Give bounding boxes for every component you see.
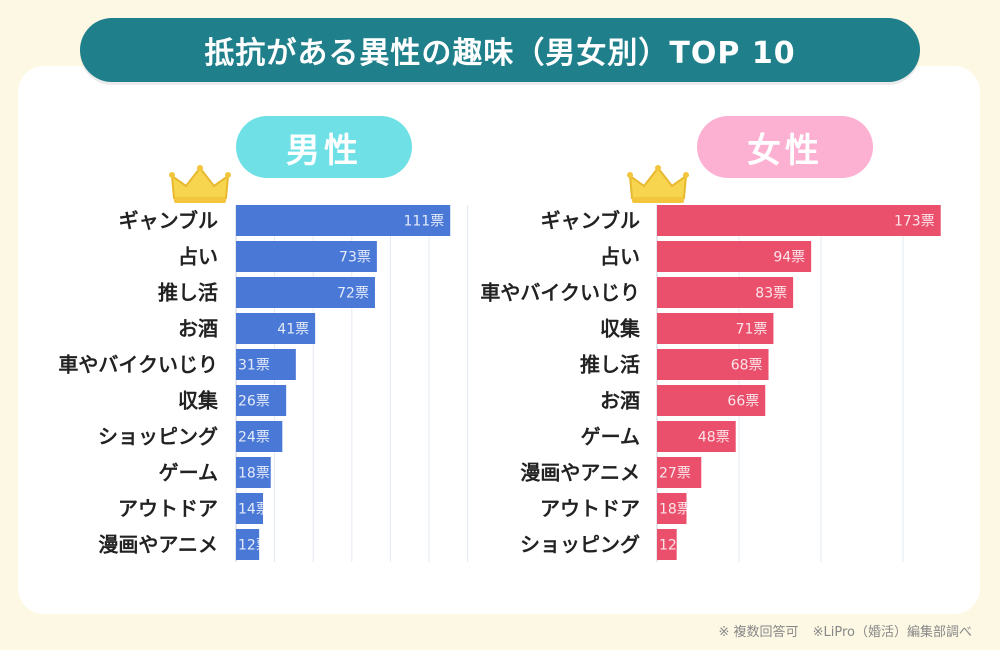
male-category-label: 占い [178, 245, 218, 269]
female-bar [657, 493, 687, 524]
male-bar [236, 277, 375, 308]
male-value-label: 24票 [238, 430, 270, 446]
female-bar [657, 385, 766, 416]
male-value-label: 41票 [277, 322, 309, 338]
female-bar [657, 205, 941, 236]
male-value-label: 12票 [238, 538, 270, 554]
female-value-label: 173票 [894, 214, 935, 230]
female-category-label: ショッピング [520, 533, 640, 557]
male-value-label: 18票 [238, 466, 270, 482]
female-value-label: 94票 [773, 250, 805, 266]
chart-title: 抵抗がある異性の趣味（男女別）TOP 10 [204, 36, 796, 71]
female-value-label: 18票 [659, 502, 691, 518]
female-value-label: 71票 [736, 322, 768, 338]
female-bar [657, 349, 769, 380]
female-category-label: 収集 [600, 317, 641, 341]
male-category-label: 漫画やアニメ [98, 533, 218, 557]
male-category-label: 推し活 [158, 281, 218, 305]
male-value-label: 72票 [337, 286, 369, 302]
male-category-label: 収集 [178, 389, 219, 413]
female-category-label: 推し活 [580, 353, 640, 377]
female-category-label: アウトドア [540, 497, 640, 521]
female-bar [657, 277, 794, 308]
crown-icon [627, 165, 689, 203]
male-category-label: お酒 [178, 317, 218, 341]
footnote: ※ 複数回答可 ※LiPro（婚活）編集部調べ [708, 621, 972, 640]
male-bar [236, 529, 260, 560]
female-category-label: ギャンブル [541, 209, 640, 233]
female-category-label: 占い [600, 245, 640, 269]
male-bar [236, 385, 287, 416]
female-value-label: 68票 [731, 358, 763, 374]
male-value-label: 111票 [403, 214, 444, 230]
female-category-label: 車やバイクいじり [480, 281, 640, 305]
female-panel-label: 女性 [697, 116, 873, 178]
male-bar [236, 241, 377, 272]
female-category-label: 漫画やアニメ [520, 461, 640, 485]
male-bar [236, 493, 264, 524]
female-bar [657, 421, 736, 452]
female-value-label: 27票 [659, 466, 691, 482]
male-category-label: ゲーム [159, 461, 218, 485]
male-bar [236, 313, 316, 344]
crown-icon [169, 165, 231, 203]
title-banner: 抵抗がある異性の趣味（男女別）TOP 10 [80, 18, 920, 82]
male-category-label: 車やバイクいじり [58, 353, 218, 377]
male-bar [236, 457, 271, 488]
female-value-label: 12票 [659, 538, 691, 554]
male-value-label: 73票 [339, 250, 371, 266]
female-bar [657, 313, 774, 344]
male-category-label: ショッピング [98, 425, 218, 449]
footnote-multiple-answers: ※ 複数回答可 [718, 625, 799, 640]
female-category-label: お酒 [600, 389, 640, 413]
male-panel-label: 男性 [236, 116, 412, 178]
male-category-label: アウトドア [118, 497, 218, 521]
female-category-label: ゲーム [581, 425, 640, 449]
female-bar [657, 457, 702, 488]
female-value-label: 66票 [727, 394, 759, 410]
male-value-label: 14票 [238, 502, 270, 518]
male-bar [236, 421, 283, 452]
male-value-label: 31票 [238, 358, 270, 374]
female-bar [657, 529, 677, 560]
male-value-label: 26票 [238, 394, 270, 410]
female-value-label: 83票 [755, 286, 787, 302]
footnote-source: ※LiPro（婚活）編集部調べ [812, 625, 972, 640]
male-bar [236, 205, 451, 236]
male-category-label: ギャンブル [119, 209, 218, 233]
male-bar [236, 349, 296, 380]
female-value-label: 48票 [698, 430, 730, 446]
female-bar [657, 241, 812, 272]
